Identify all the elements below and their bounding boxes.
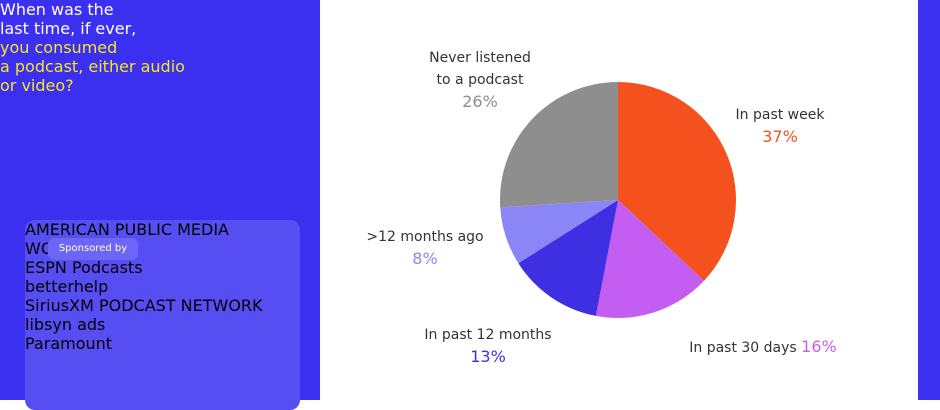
category-label: In past 30 days	[689, 340, 797, 356]
category-label: >12 months ago	[366, 229, 484, 245]
heading-line: you consumed	[0, 38, 118, 57]
pie-slice	[518, 200, 618, 316]
value-label: 13%	[470, 347, 506, 366]
category-label: Never listened to a podcast	[429, 50, 531, 88]
category-label: In past 12 months	[424, 327, 552, 343]
pie-slice	[618, 82, 737, 281]
pie-slice	[500, 200, 618, 264]
sponsor-logo: SiriusXM PODCAST NETWORK	[25, 296, 263, 315]
sponsor-logo: AMERICAN PUBLIC MEDIA	[25, 220, 229, 239]
pie-slice	[595, 200, 705, 319]
sponsor-logo: betterhelp	[25, 277, 109, 296]
slice-label: In past 30 days 16%	[668, 336, 858, 359]
slice-label: >12 months ago 8%	[360, 226, 490, 271]
value-label: 26%	[462, 92, 498, 111]
sponsor-logo: libsyn ads	[25, 315, 106, 334]
slice-label: In past week 37%	[720, 104, 840, 149]
sponsor-logo: Paramount	[25, 334, 113, 353]
pie-slice	[499, 82, 618, 208]
sponsor-logo: ESPN Podcasts	[25, 258, 143, 277]
heading-line: When was the	[0, 0, 114, 19]
value-label: 37%	[762, 127, 798, 146]
sponsor-box: Sponsored by AMERICAN PUBLIC MEDIAWONDER…	[25, 220, 300, 410]
chart	[499, 82, 737, 319]
right-strip	[918, 0, 940, 400]
slice-label: In past 12 months 13%	[418, 324, 558, 369]
value-label: 8%	[412, 249, 438, 268]
slice-label: Never listened to a podcast 26%	[420, 47, 540, 114]
left-panel: Sponsored by AMERICAN PUBLIC MEDIAWONDER…	[0, 0, 320, 410]
heading-line: a podcast, either audio	[0, 57, 185, 76]
heading-line: last time, if ever,	[0, 19, 137, 38]
value-label: 16%	[801, 337, 837, 356]
category-label: In past week	[735, 107, 825, 123]
sponsor-label: Sponsored by	[48, 238, 138, 260]
heading-line: or video?	[0, 76, 74, 95]
